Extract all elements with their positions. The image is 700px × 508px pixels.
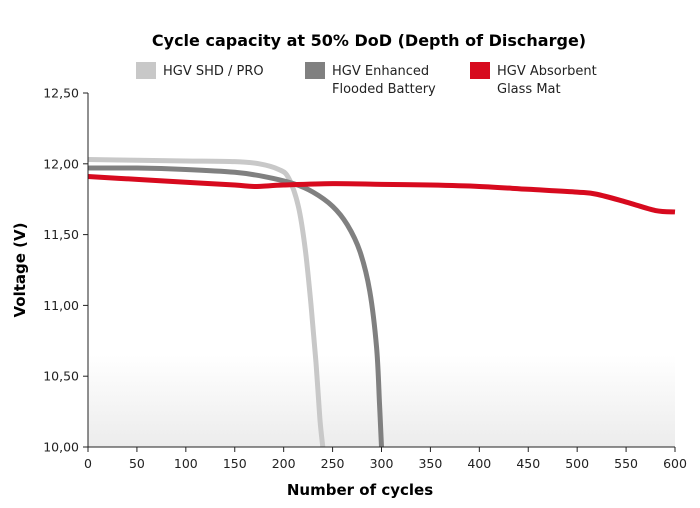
x-tick-label: 450 <box>516 456 540 471</box>
legend-swatch-absorbent-glass-mat <box>470 62 490 79</box>
x-tick-label: 150 <box>223 456 247 471</box>
y-axis-title: Voltage (V) <box>11 223 29 318</box>
legend-label: HGV Enhanced Flooded Battery <box>332 64 436 97</box>
x-tick-label: 350 <box>418 456 442 471</box>
x-axis-title: Number of cycles <box>287 481 433 499</box>
legend-swatch-enhanced-flooded <box>305 62 325 79</box>
plot-area <box>87 157 676 448</box>
y-tick-label: 10,50 <box>43 369 79 384</box>
chart-title: Cycle capacity at 50% DoD (Depth of Disc… <box>152 31 586 50</box>
x-tick-label: 300 <box>370 456 394 471</box>
legend-label: HGV SHD / PRO <box>163 64 264 79</box>
y-tick-label: 11,50 <box>43 227 79 242</box>
x-tick-label: 200 <box>272 456 296 471</box>
y-tick-label: 10,00 <box>43 440 79 455</box>
series-line-absorbent-glass-mat <box>87 174 676 215</box>
x-tick-label: 550 <box>614 456 638 471</box>
legend: HGV SHD / PRO HGV Enhanced Flooded Battery… <box>136 62 597 97</box>
y-axis-ticks: 10,00 10,50 11,00 11,50 12,00 12,50 <box>43 86 88 455</box>
legend-swatch-shd-pro <box>136 62 156 79</box>
series-line-enhanced-flooded <box>87 165 384 448</box>
x-tick-label: 50 <box>129 456 145 471</box>
x-axis-ticks: 0 50 100 150 200 250 300 350 400 450 500 550 600 <box>84 447 687 471</box>
y-tick-label: 11,00 <box>43 298 79 313</box>
y-tick-label: 12,00 <box>43 156 79 171</box>
y-tick-label: 12,50 <box>43 86 79 101</box>
series-line-shd-pro <box>87 157 326 448</box>
x-tick-label: 250 <box>321 456 345 471</box>
x-tick-label: 400 <box>467 456 491 471</box>
x-tick-label: 100 <box>174 456 198 471</box>
x-tick-label: 0 <box>84 456 92 471</box>
x-tick-label: 600 <box>663 456 687 471</box>
legend-label: HGV Absorbent Glass Mat <box>497 64 597 97</box>
x-tick-label: 500 <box>565 456 589 471</box>
